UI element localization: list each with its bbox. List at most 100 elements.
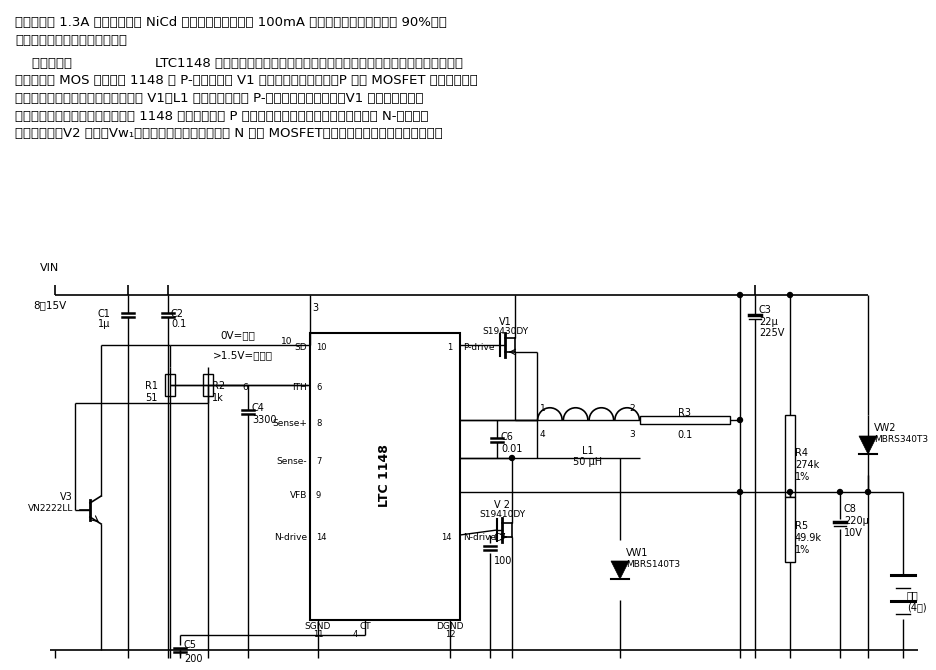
Circle shape	[509, 456, 514, 460]
Text: 1k: 1k	[212, 393, 224, 403]
Polygon shape	[858, 436, 876, 454]
Text: 电路还可改为同时充八块电池。: 电路还可改为同时充八块电池。	[15, 34, 127, 46]
Text: 11: 11	[313, 630, 323, 639]
Bar	[784, 415, 794, 497]
Circle shape	[737, 417, 741, 423]
Text: 225V: 225V	[758, 328, 783, 338]
Text: V1: V1	[498, 317, 511, 327]
Text: 49.9k: 49.9k	[794, 533, 821, 543]
Text: C2: C2	[170, 309, 183, 319]
Text: >1.5V=不正常: >1.5V=不正常	[212, 350, 272, 360]
Text: V3: V3	[60, 492, 73, 502]
Text: 2: 2	[629, 404, 635, 413]
Text: 22μ: 22μ	[758, 317, 777, 327]
Text: 10V: 10V	[843, 528, 862, 538]
Circle shape	[865, 490, 870, 494]
Bar	[639, 416, 729, 424]
Circle shape	[786, 490, 792, 494]
Text: R5: R5	[794, 521, 807, 531]
Text: 6: 6	[315, 383, 321, 393]
Text: ITH: ITH	[292, 383, 307, 393]
Text: 电池: 电池	[906, 590, 918, 600]
Text: C4: C4	[252, 403, 265, 413]
Text: VW1: VW1	[625, 548, 648, 558]
Text: VIN: VIN	[40, 263, 60, 273]
Text: 转为高电平，V2 导通，Vw₁又断路，使电感器电流流过 N 沟道 MOSFET，而不是二极管，所以效率增加。: 转为高电平，V2 导通，Vw₁又断路，使电感器电流流过 N 沟道 MOSFET，…	[15, 127, 443, 140]
Text: 10: 10	[315, 344, 326, 352]
Text: 1%: 1%	[794, 545, 810, 555]
Text: S19410DY: S19410DY	[478, 510, 524, 519]
Text: C6: C6	[501, 432, 513, 442]
Text: DGND: DGND	[436, 622, 463, 631]
Text: P-drive: P-drive	[462, 344, 494, 352]
Text: 14: 14	[441, 533, 451, 543]
Text: 本电路能在 1.3A 电流下给四块 NiCd 电池快速充电，或在 100mA 涓流下充电，其效率高于 90%。此: 本电路能在 1.3A 电流下给四块 NiCd 电池快速充电，或在 100mA 涓…	[15, 16, 446, 29]
Text: 0V=正常: 0V=正常	[220, 330, 255, 340]
Text: S19430DY: S19430DY	[481, 327, 528, 336]
Text: CT: CT	[358, 622, 371, 631]
Text: Sense+: Sense+	[271, 419, 307, 427]
Text: N-drive: N-drive	[462, 533, 495, 543]
Text: Sense-: Sense-	[276, 456, 307, 466]
Bar	[310, 333, 460, 620]
Text: 14: 14	[315, 533, 326, 543]
Text: C8: C8	[843, 504, 856, 514]
Text: C1: C1	[97, 309, 110, 319]
Circle shape	[786, 293, 792, 297]
Text: C7: C7	[493, 533, 506, 543]
Text: 7: 7	[315, 456, 321, 466]
Circle shape	[837, 490, 841, 494]
Text: 51: 51	[145, 393, 158, 403]
Text: N-drive: N-drive	[273, 533, 307, 543]
Text: 3300: 3300	[252, 415, 276, 425]
Text: SGND: SGND	[304, 622, 330, 631]
Text: VFB: VFB	[289, 490, 307, 500]
Text: MBRS140T3: MBRS140T3	[625, 560, 680, 569]
Text: 6: 6	[242, 383, 248, 393]
Text: MBRS340T3: MBRS340T3	[873, 435, 928, 444]
Text: 9: 9	[315, 490, 321, 500]
Text: 外互补功率 MOS 场管。当 1148 的 P-驱动输出使 V1 的栅极变为低电位时，P 沟道 MOSFET 导通，电感器: 外互补功率 MOS 场管。当 1148 的 P-驱动输出使 V1 的栅极变为低电…	[15, 74, 477, 88]
Text: 1μ: 1μ	[97, 319, 110, 329]
Circle shape	[737, 293, 741, 297]
Text: VN2222LL: VN2222LL	[27, 504, 73, 513]
Text: 1: 1	[446, 344, 451, 352]
Text: SD: SD	[294, 344, 307, 352]
Text: 0.1: 0.1	[677, 430, 692, 440]
Text: 1%: 1%	[794, 472, 810, 482]
Circle shape	[737, 490, 741, 494]
Text: C5: C5	[183, 640, 197, 650]
Text: R2: R2	[212, 381, 225, 391]
Polygon shape	[610, 561, 628, 579]
Text: 8: 8	[315, 419, 321, 427]
Text: 1: 1	[539, 404, 545, 413]
Text: 3: 3	[312, 303, 318, 313]
Text: 200: 200	[183, 654, 202, 664]
Text: 位下降使钳位二极管正向偏置。在 1148 的内电路判定 P 通道完全截止后，二极管才导通，同时 N-驱动输出: 位下降使钳位二极管正向偏置。在 1148 的内电路判定 P 通道完全截止后，二极…	[15, 109, 428, 123]
Text: 4: 4	[539, 430, 545, 439]
Text: 10: 10	[280, 338, 292, 346]
Text: 12: 12	[445, 630, 455, 639]
Text: 100: 100	[493, 556, 512, 566]
Bar	[203, 374, 212, 396]
Text: 一边与输入电压相连接，充电电流经 V1、L1 后进入电池。在 P-驱动端处于高电位时，V1 截止，其漏极电: 一边与输入电压相连接，充电电流经 V1、L1 后进入电池。在 P-驱动端处于高电…	[15, 92, 423, 105]
Text: R4: R4	[794, 448, 807, 458]
Bar	[784, 497, 794, 562]
Text: VW2: VW2	[873, 423, 896, 433]
Text: 4: 4	[352, 630, 358, 639]
Text: 3: 3	[629, 430, 635, 439]
Text: R1: R1	[145, 381, 158, 391]
Text: (4块): (4块)	[906, 602, 926, 612]
Text: V 2: V 2	[493, 500, 509, 510]
Text: 0.1: 0.1	[170, 319, 186, 329]
Text: 50 μH: 50 μH	[573, 457, 602, 467]
Text: L1: L1	[581, 446, 593, 456]
Text: 8～15V: 8～15V	[34, 300, 66, 310]
Text: 220μ: 220μ	[843, 516, 868, 526]
Text: R3: R3	[678, 408, 691, 418]
Text: LTC1148 是一个同步开关调节控制器，它应用一种恒定停止时间电流型结构驱动: LTC1148 是一个同步开关调节控制器，它应用一种恒定停止时间电流型结构驱动	[154, 57, 462, 70]
Text: 电路示于图: 电路示于图	[15, 57, 72, 70]
Text: C3: C3	[758, 305, 771, 315]
Bar	[165, 374, 175, 396]
Text: LTC 1148: LTC 1148	[378, 445, 391, 507]
